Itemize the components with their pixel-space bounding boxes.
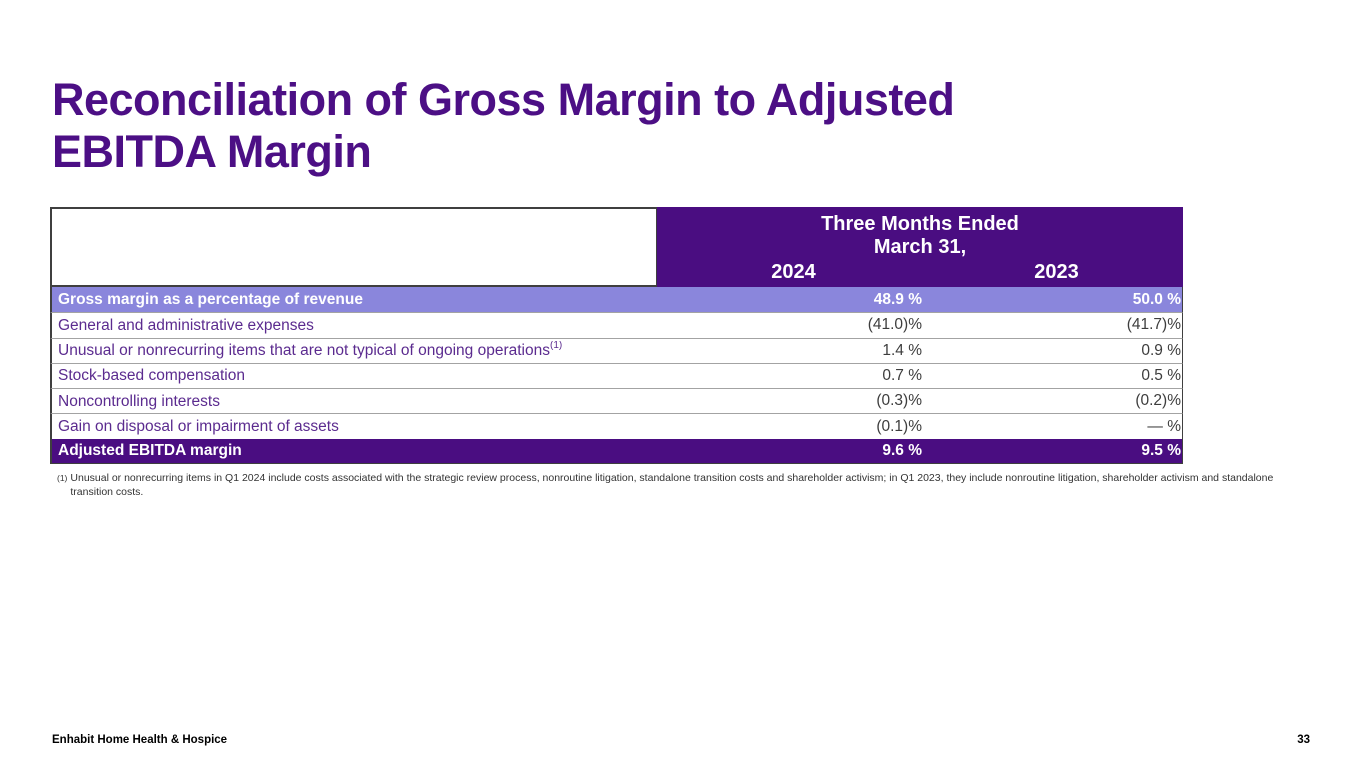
table-header: Three Months Ended March 31, 2024 2023 xyxy=(50,207,1183,287)
table-corner-cell xyxy=(50,207,657,287)
year-headers: 2024 2023 xyxy=(657,261,1183,284)
table-row: Adjusted EBITDA margin 9.6 % 9.5 % xyxy=(50,438,1183,465)
footer-brand: Enhabit Home Health & Hospice xyxy=(52,734,228,746)
value-2023: (41.7)% xyxy=(1126,316,1181,334)
table-row: General and administrative expenses (41.… xyxy=(50,312,1183,338)
value-2023: — % xyxy=(1147,417,1181,435)
year-column-header-2023: 2023 xyxy=(1034,261,1079,283)
row-label: Stock-based compensation xyxy=(58,367,245,385)
value-2024: 0.7 % xyxy=(882,367,922,385)
row-label: Gain on disposal or impairment of assets xyxy=(58,418,339,436)
footnote: (1) Unusual or nonrecurring items in Q1 … xyxy=(57,472,1297,499)
value-2024: (0.1)% xyxy=(876,417,922,435)
page-title: Reconciliation of Gross Margin to Adjust… xyxy=(52,74,1192,178)
value-2023: 0.9 % xyxy=(1141,341,1181,359)
value-2024: 1.4 % xyxy=(882,341,922,359)
table-row: Gain on disposal or impairment of assets… xyxy=(50,413,1183,439)
row-label: Adjusted EBITDA margin xyxy=(58,442,242,460)
reconciliation-table: Three Months Ended March 31, 2024 2023 G… xyxy=(50,207,1183,465)
footnote-reference: (1) xyxy=(549,341,563,352)
row-label: Gross margin as a percentage of revenue xyxy=(58,291,363,309)
footnote-marker: (1) xyxy=(57,473,68,483)
year-column-header-2024: 2024 xyxy=(771,261,816,283)
value-2024: 48.9 % xyxy=(873,290,922,308)
value-2024: (41.0)% xyxy=(867,316,922,334)
value-2023: 50.0 % xyxy=(1132,290,1181,308)
table-body: Gross margin as a percentage of revenue … xyxy=(50,287,1183,465)
page-title-line1: Reconciliation of Gross Margin to Adjust… xyxy=(52,74,955,126)
row-label: Unusual or nonrecurring items that are n… xyxy=(58,341,563,360)
page-number: 33 xyxy=(1297,734,1310,746)
page-title-line2: EBITDA Margin xyxy=(52,126,372,178)
period-subtitle: March 31, xyxy=(873,236,967,258)
table-row: Noncontrolling interests (0.3)% (0.2)% xyxy=(50,388,1183,414)
value-2023: 9.5 % xyxy=(1141,441,1181,459)
table-row: Unusual or nonrecurring items that are n… xyxy=(50,337,1183,363)
value-2023: 0.5 % xyxy=(1141,367,1181,385)
period-title: Three Months Ended xyxy=(821,213,1019,235)
row-label: Noncontrolling interests xyxy=(58,392,220,410)
table-row: Stock-based compensation 0.7 % 0.5 % xyxy=(50,362,1183,389)
table-row: Gross margin as a percentage of revenue … xyxy=(50,287,1183,313)
value-2024: (0.3)% xyxy=(876,392,922,410)
row-label: General and administrative expenses xyxy=(58,317,314,335)
value-2024: 9.6 % xyxy=(882,441,922,459)
value-2023: (0.2)% xyxy=(1135,392,1181,410)
footnote-text: Unusual or nonrecurring items in Q1 2024… xyxy=(70,472,1274,498)
period-header: Three Months Ended March 31, 2024 2023 xyxy=(657,207,1183,287)
